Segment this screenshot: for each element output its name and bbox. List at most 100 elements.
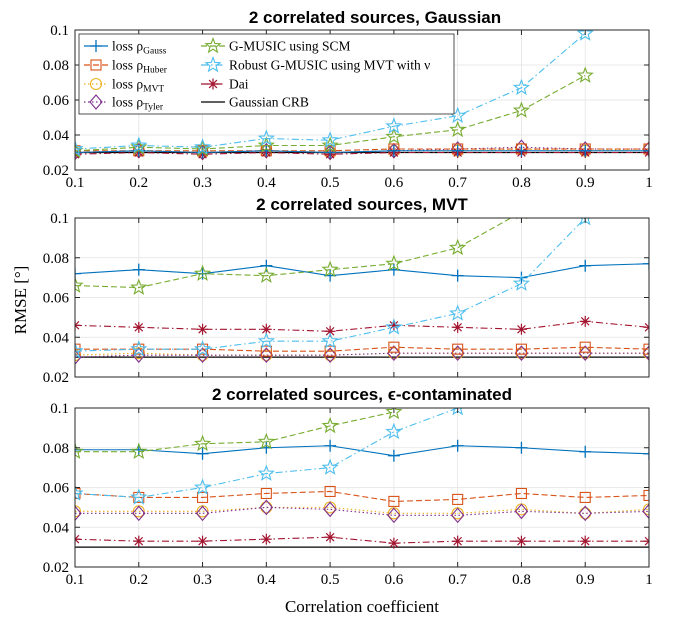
x-tick-label: 0.3 (193, 175, 212, 191)
point-loss_huber (579, 491, 591, 503)
point-gmusic_scm (449, 238, 467, 256)
point-robust_gmusic (130, 340, 148, 357)
point-dai (260, 533, 272, 545)
point-loss_tyler (132, 505, 146, 522)
point-loss_mvt (642, 503, 649, 516)
point-loss_huber (643, 143, 649, 155)
series-dai (75, 531, 649, 549)
point-robust_gmusic (130, 136, 148, 153)
y-tick-label: 0.1 (50, 401, 69, 417)
point-loss_tyler (259, 499, 274, 516)
x-tick-label: 0.8 (512, 175, 531, 191)
panel-mvt-series (75, 218, 649, 365)
point-gmusic_scm (449, 120, 467, 138)
series-line-loss_huber (75, 148, 649, 152)
legend-item-robust_gmusic: Robust G-MUSIC using MVT with ν (201, 55, 430, 73)
x-tick-label: 0.5 (321, 572, 340, 588)
series-line-loss_huber (75, 346, 649, 352)
x-tick-label: 0.5 (321, 175, 340, 191)
x-tick-label: 0.9 (576, 572, 595, 588)
point-robust_gmusic (75, 342, 84, 359)
series-line-gmusic_scm (75, 75, 586, 152)
x-tick-label: 1 (645, 175, 653, 191)
point-gmusic_scm (321, 136, 339, 153)
point-dai (260, 323, 272, 335)
point-loss_gauss (579, 259, 592, 272)
legend-label-loss_huber: loss ρHuber (112, 58, 168, 76)
point-dai (515, 535, 527, 547)
legend-marker-dai (207, 78, 219, 90)
point-dai (133, 535, 145, 547)
point-loss_huber (643, 343, 649, 355)
legend-marker-loss_mvt (89, 77, 103, 91)
series-line-loss_gauss (75, 263, 649, 279)
point-gmusic_scm (75, 442, 84, 460)
point-loss_tyler (642, 503, 649, 520)
series-loss_huber (75, 485, 649, 507)
point-loss_tyler (450, 345, 465, 361)
point-dai (197, 323, 209, 335)
point-loss_gauss (451, 439, 464, 452)
panel-mvt-title: 2 correlated sources, MVT (256, 195, 468, 214)
legend-marker-loss_gauss (90, 40, 102, 52)
x-tick-label: 0.6 (385, 175, 404, 191)
point-dai (452, 321, 464, 333)
point-loss_gauss (260, 259, 273, 272)
point-loss_huber (643, 489, 649, 502)
point-loss_tyler (195, 505, 210, 522)
point-loss_tyler (578, 505, 592, 522)
point-loss_tyler (75, 505, 82, 522)
point-loss_gauss (132, 263, 145, 276)
series-line-loss_gauss (75, 445, 649, 457)
legend-item-gmusic_scm: G-MUSIC using SCM (201, 36, 351, 54)
panel-gaussian-series (75, 30, 649, 161)
legend-item-loss_gauss: loss ρGauss (84, 39, 167, 57)
point-loss_huber (515, 487, 527, 500)
point-dai (324, 531, 336, 543)
point-dai (197, 535, 209, 547)
y-tick-label: 0.08 (43, 251, 69, 267)
point-robust_gmusic (385, 318, 403, 335)
x-tick-label: 0.1 (66, 572, 85, 588)
point-gmusic_scm (385, 408, 403, 420)
legend-box (78, 33, 455, 115)
panel-contaminated-title: 2 correlated sources, ϵ-contaminated (212, 385, 512, 404)
point-loss_gauss (579, 144, 592, 157)
series-loss_gauss (75, 439, 649, 462)
point-loss_gauss (324, 439, 337, 452)
legend-label-dai: Dai (229, 77, 249, 92)
point-loss_gauss (75, 267, 81, 280)
x-axis-label: Correlation coefficient (285, 597, 439, 616)
legend-marker-loss_tyler (89, 94, 103, 110)
point-gmusic_scm (512, 101, 531, 118)
x-tick-label: 0.3 (193, 572, 212, 588)
panel-contaminated-yticks: 0.02 0.04 0.06 0.08 0.1 (43, 401, 649, 576)
point-loss_tyler (450, 507, 465, 524)
series-line-gmusic_scm (75, 218, 512, 289)
legend-label-loss_gauss: loss ρGauss (112, 39, 167, 57)
series-dai (75, 315, 649, 337)
point-dai (324, 325, 336, 337)
y-tick-label: 0.08 (43, 58, 69, 74)
point-loss_tyler (323, 501, 337, 518)
point-loss_tyler (578, 345, 592, 361)
y-axis-label: RMSE [°] (11, 266, 30, 335)
panel-mvt: 2 correlated sources, MVT 0.020.040.060.… (43, 195, 650, 386)
series-gmusic_scm (75, 408, 403, 460)
panel-mvt-xticks (74, 218, 650, 377)
point-gmusic_scm (257, 432, 275, 450)
point-gmusic_scm (130, 278, 148, 295)
point-loss_huber (388, 495, 400, 507)
panel-contaminated-series (75, 408, 649, 549)
point-robust_gmusic (512, 78, 531, 96)
series-line-dai (75, 320, 649, 332)
point-gmusic_scm (385, 254, 403, 272)
point-loss_huber (324, 345, 336, 357)
y-tick-label: 0.08 (43, 441, 69, 457)
series-gmusic_scm (75, 218, 527, 295)
point-loss_gauss (515, 144, 528, 157)
point-robust_gmusic (321, 458, 339, 475)
point-robust_gmusic (576, 30, 594, 41)
